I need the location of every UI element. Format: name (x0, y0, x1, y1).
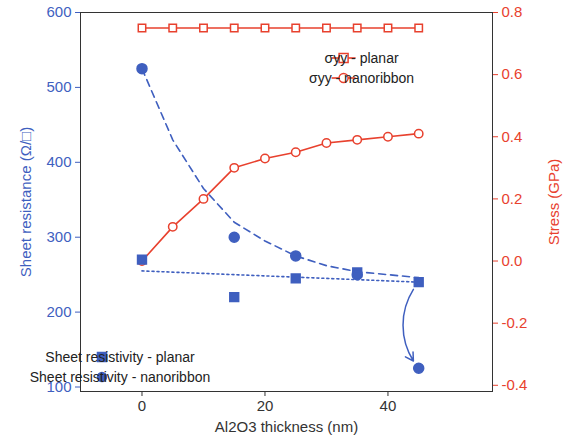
svg-text:0: 0 (138, 397, 146, 414)
svg-text:200: 200 (46, 303, 71, 320)
svg-text:0.4: 0.4 (502, 128, 523, 145)
svg-text:100: 100 (46, 377, 72, 395)
svg-text:0.6: 0.6 (502, 65, 523, 82)
svg-text:-0.4: -0.4 (502, 376, 528, 393)
svg-text:0.2: 0.2 (502, 190, 523, 207)
svg-text:20: 20 (257, 397, 274, 414)
svg-text:500: 500 (46, 78, 71, 95)
svg-text:Sheet resistivity - planar: Sheet resistivity - planar (45, 349, 195, 365)
svg-text:Al2O3 thickness (nm): Al2O3 thickness (nm) (215, 418, 358, 435)
svg-text:0.8: 0.8 (502, 3, 523, 20)
svg-text:Sheet resistance (Ω/□): Sheet resistance (Ω/□) (17, 127, 34, 277)
svg-text:-0.2: -0.2 (502, 314, 528, 331)
svg-text:40: 40 (380, 397, 397, 414)
svg-text:300: 300 (46, 228, 71, 245)
svg-text:σyy - planar: σyy - planar (325, 50, 399, 66)
svg-text:σyy - nanoribbon: σyy - nanoribbon (309, 70, 414, 86)
svg-text:400: 400 (46, 153, 71, 170)
svg-text:0.0: 0.0 (502, 252, 523, 269)
svg-text:Sheet resistivity - nanoribbon: Sheet resistivity - nanoribbon (30, 369, 211, 385)
svg-text:Stress (GPa): Stress (GPa) (545, 159, 562, 246)
svg-text:600: 600 (46, 3, 71, 20)
